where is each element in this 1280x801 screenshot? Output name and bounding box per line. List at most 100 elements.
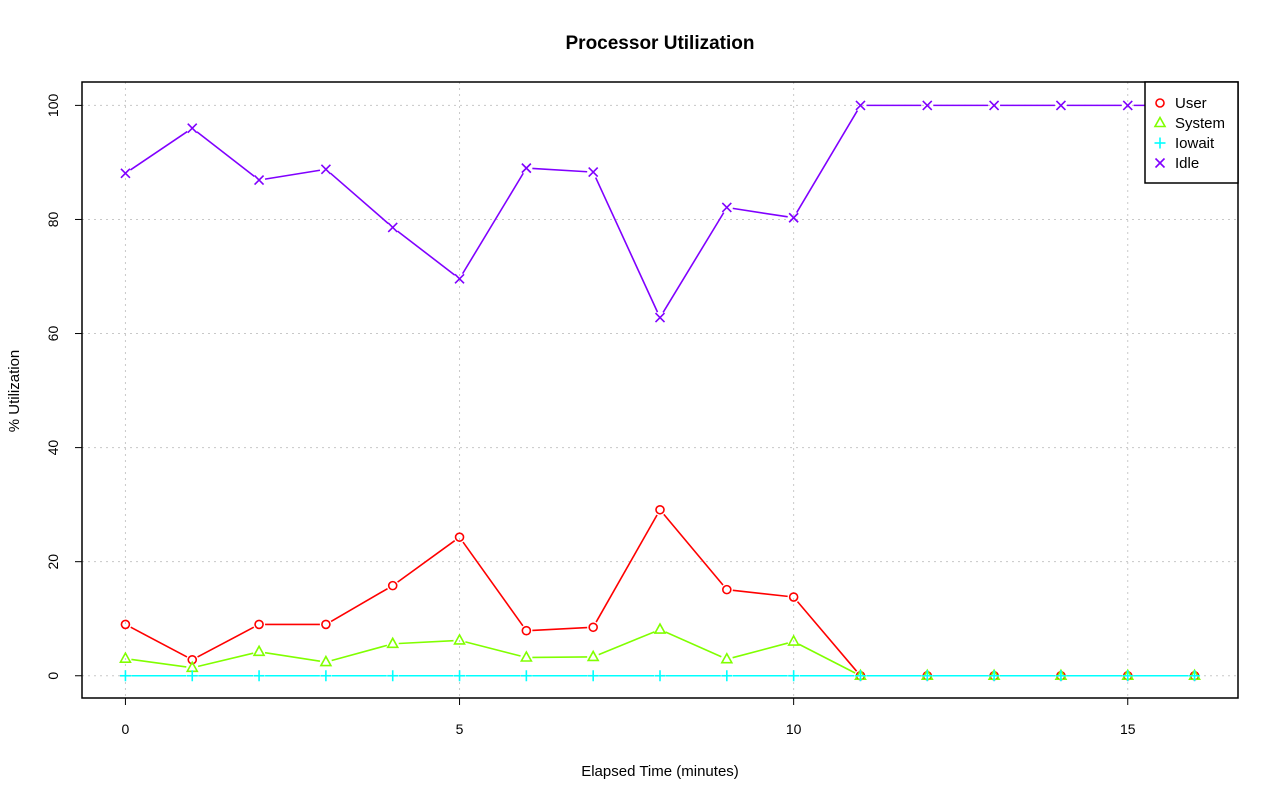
series-user-segment [595, 514, 658, 623]
series-iowait-point [186, 670, 198, 682]
series-idle-segment [461, 172, 524, 275]
series-system-point [787, 634, 801, 646]
series-system-point [653, 622, 667, 634]
x-tick-label: 0 [122, 721, 130, 737]
series-user-segment [732, 589, 788, 598]
series-user-point [454, 532, 465, 542]
series-system-segment [732, 642, 789, 659]
y-axis: 0 20 40 60 80 100 [45, 93, 82, 680]
series-user-point [655, 504, 665, 515]
series-idle-point [454, 273, 465, 284]
series-iowait-point [788, 670, 800, 682]
legend-marker-system [1153, 115, 1167, 128]
series-system-point [453, 633, 466, 645]
series-iowait-point [921, 670, 933, 682]
series-user-segment [796, 601, 858, 672]
series-system-segment [331, 644, 388, 662]
series-idle-point [989, 100, 1000, 111]
chart-title: Processor Utilization [566, 33, 755, 54]
series-system-segment [598, 631, 655, 656]
series-idle-segment [796, 110, 859, 214]
series-idle-point [588, 167, 599, 178]
series-user-segment [330, 587, 388, 623]
legend: User System Iowait Idle [1144, 81, 1239, 184]
series-idle-segment [329, 172, 389, 225]
series-system-segment [798, 643, 856, 674]
series-idle-segment [662, 212, 725, 313]
series-iowait-point [387, 670, 399, 682]
y-tick-label: 40 [45, 440, 61, 456]
series-idle-segment [396, 230, 456, 276]
y-tick-label: 0 [45, 672, 61, 680]
series-user-segment [663, 513, 724, 586]
legend-marker-idle [1154, 157, 1166, 169]
series-iowait-point [253, 670, 265, 682]
series-iowait-point [520, 670, 532, 682]
series-system-point [586, 649, 600, 662]
series-user-segment [397, 540, 456, 583]
legend-label-system: System [1175, 115, 1225, 132]
series-iowait-point [320, 670, 332, 682]
series-user-point [120, 619, 131, 630]
legend-marker-user [1155, 98, 1165, 108]
x-axis: 0 5 10 15 [122, 697, 1136, 737]
series-user-point [387, 580, 398, 591]
series-idle-point [387, 222, 398, 233]
series-idle-point [788, 212, 799, 223]
series-system-segment [465, 641, 521, 657]
series-iowait-point [988, 670, 1000, 682]
series-idle-point [1055, 100, 1066, 111]
y-tick-label: 20 [45, 554, 61, 570]
series-idle-point [254, 175, 265, 186]
series-iowait-point [1122, 670, 1134, 682]
series-system-segment [665, 631, 722, 658]
y-tick-label: 60 [45, 326, 61, 342]
series-system-segment [197, 652, 254, 668]
x-tick-label: 15 [1120, 721, 1136, 737]
series-user-segment [130, 626, 188, 658]
series-user-segment [197, 626, 255, 658]
grid [82, 82, 1238, 698]
series-system-point [720, 652, 734, 664]
series-iowait-point [721, 670, 733, 682]
series-user-point [254, 619, 264, 630]
series-idle-point [120, 168, 131, 179]
legend-label-user: User [1175, 95, 1207, 112]
series-idle-segment [129, 130, 188, 171]
series-user-point [788, 592, 799, 602]
series-idle-point [187, 123, 198, 134]
series-idle-segment [732, 207, 788, 218]
x-tick-label: 5 [456, 721, 464, 737]
series-system-point [252, 644, 266, 657]
legend-marker-iowait [1154, 137, 1166, 149]
series-user-point [588, 622, 598, 633]
series-user-point [722, 584, 732, 595]
series-idle-segment [196, 131, 255, 178]
series-iowait-point [654, 670, 666, 682]
series-system-point [185, 660, 199, 673]
series-system-segment [398, 639, 454, 645]
series-idle-point [1122, 100, 1133, 111]
series-iowait-point [1055, 670, 1067, 682]
series-user [120, 504, 1200, 681]
y-tick-label: 80 [45, 211, 61, 227]
x-axis-label: Elapsed Time (minutes) [581, 763, 739, 780]
legend-label-idle: Idle [1175, 155, 1199, 172]
series-idle-point [855, 100, 866, 111]
series-system-point [119, 651, 132, 663]
series-user-point [521, 625, 532, 636]
y-axis-label: % Utilization [6, 350, 23, 433]
series-system-segment [264, 651, 321, 662]
series-iowait [119, 670, 1201, 682]
legend-label-iowait: Iowait [1175, 135, 1215, 152]
series-idle-segment [532, 167, 588, 173]
series-iowait-point [587, 670, 599, 682]
series-idle-point [922, 100, 933, 111]
series-user-segment [532, 626, 588, 632]
series-iowait-point [854, 670, 866, 682]
series-iowait-point [119, 670, 131, 682]
series-idle-point [521, 163, 532, 174]
series-user-point [321, 619, 331, 630]
series-idle-point [721, 202, 732, 213]
